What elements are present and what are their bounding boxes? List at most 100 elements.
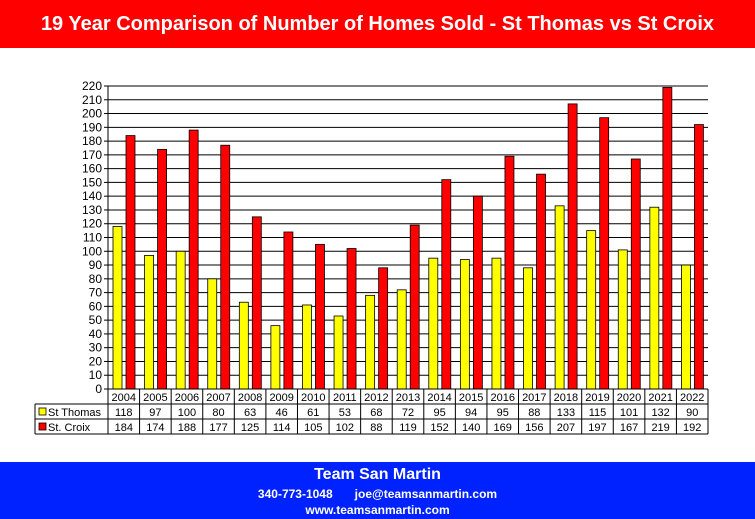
bar-st-croix [378,267,389,390]
category-label: 2010 [301,392,325,404]
bar-st-croix [315,243,325,390]
category-label: 2014 [427,392,451,404]
y-tick-label: 220 [82,79,102,93]
legend-label-st-croix: St. Croix [48,422,91,434]
category-label: 2017 [522,392,546,404]
data-label: 115 [589,407,607,419]
data-label: 192 [683,422,701,434]
data-label: 132 [651,407,669,419]
bar-st-thomas [649,206,660,390]
bar-st-croix [188,129,199,390]
data-label: 125 [241,422,259,434]
bar-st-thomas [459,259,470,390]
bar-st-croix [220,144,231,390]
data-label: 114 [273,422,291,434]
bar-st-croix [157,148,167,390]
data-label: 105 [304,422,322,434]
bar-st-croix [441,179,452,390]
data-label: 169 [494,422,512,434]
bar-st-thomas [428,257,439,390]
footer-team-name: Team San Martin [314,466,441,483]
bar-st-thomas [238,301,249,390]
category-label: 2019 [585,392,609,404]
bar-st-croix [283,231,294,390]
category-label: 2013 [396,392,420,404]
y-tick-label: 70 [89,286,103,300]
data-label: 101 [620,407,638,419]
category-label: 2007 [206,392,230,404]
bar-st-croix [251,216,262,390]
bar-st-thomas [175,250,186,390]
footer-contact: 340-773-1048 joe@teamsanmartin.com [0,486,755,502]
category-label: 2008 [238,392,262,404]
bar-st-thomas [617,249,628,390]
bar-st-thomas [396,289,407,390]
category-label: 2016 [490,392,514,404]
bar-st-thomas [681,264,691,390]
y-tick-label: 210 [82,93,102,107]
bar-st-thomas [523,267,533,390]
y-tick-label: 200 [82,107,102,121]
category-label: 2018 [554,392,578,404]
category-label: 2021 [648,392,672,404]
data-label: 72 [402,407,414,419]
y-tick-label: 30 [89,341,103,355]
bar-st-croix [536,173,546,390]
data-label: 118 [115,407,133,419]
data-label: 97 [149,407,161,419]
category-label: 2015 [459,392,483,404]
bar-st-croix [472,195,483,390]
data-label: 90 [686,407,698,419]
data-label: 197 [588,422,606,434]
y-tick-label: 100 [82,244,102,258]
bar-st-thomas [333,315,344,390]
data-label: 119 [399,422,417,434]
bar-st-thomas [144,255,154,390]
bar-chart: 0102030405060708090100110120130140150160… [34,79,709,435]
y-tick-label: 80 [89,272,103,286]
y-tick-label: 50 [89,313,103,327]
data-label: 188 [178,422,196,434]
data-label: 63 [244,407,256,419]
bar-st-croix [504,155,515,390]
data-label: 95 [433,407,445,419]
bar-st-croix [567,103,578,390]
data-label: 133 [557,407,575,419]
y-tick-label: 160 [82,162,102,176]
bar-st-croix [630,158,641,390]
bar-st-croix [694,124,704,390]
data-label: 88 [370,422,382,434]
data-label: 88 [528,407,540,419]
bar-st-thomas [302,304,312,390]
y-tick-label: 60 [89,299,103,313]
footer-website: www.teamsanmartin.com [305,503,450,517]
bar-st-thomas [586,230,597,390]
bar-st-croix [125,135,136,390]
category-label: 2012 [364,392,388,404]
data-label: 46 [276,407,288,419]
y-tick-label: 20 [89,354,103,368]
category-label: 2005 [143,392,167,404]
legend-label-st-thomas: St Thomas [48,407,101,419]
y-tick-label: 130 [82,203,102,217]
category-label: 2006 [175,392,199,404]
footer-phone: 340-773-1048 [257,487,333,501]
y-tick-label: 110 [83,231,102,245]
category-label: 2020 [617,392,641,404]
data-label: 53 [339,407,351,419]
bar-st-thomas [112,226,123,390]
y-tick-label: 40 [89,327,103,341]
data-label: 152 [430,422,448,434]
bar-st-thomas [270,325,281,390]
data-label: 140 [462,422,480,434]
bar-st-thomas [491,257,502,390]
bar-st-croix [662,86,673,390]
y-tick-label: 0 [95,382,102,396]
data-label: 102 [336,422,354,434]
y-tick-label: 10 [89,368,103,382]
data-label: 184 [115,422,133,434]
category-label: 2009 [269,392,293,404]
bar-st-croix [599,117,610,390]
data-label: 167 [620,422,638,434]
category-label: 2022 [680,392,704,404]
